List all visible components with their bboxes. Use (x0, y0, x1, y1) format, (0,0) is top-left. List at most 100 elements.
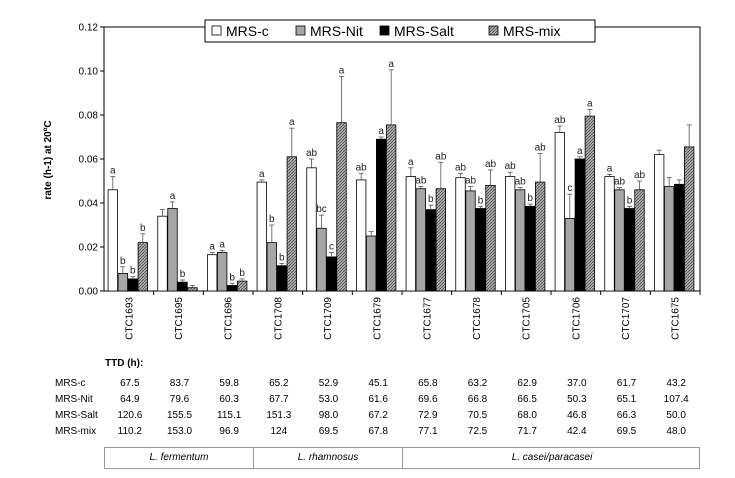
ttd-cell: 46.8 (567, 410, 587, 421)
legend-swatch-mrs-nit (295, 25, 306, 36)
significance-label: b (269, 214, 275, 225)
bar-mrs-mix-ctc1679 (386, 124, 397, 292)
y-tick-label: 0.06 (79, 155, 99, 166)
significance-label: c (567, 183, 572, 194)
significance-label: ab (455, 162, 467, 173)
y-tick-label: 0.12 (79, 23, 99, 34)
bar-mrs-salt-ctc1707 (624, 208, 635, 292)
bar-mrs-salt-ctc1709 (326, 256, 337, 292)
legend: MRS-c MRS-Nit MRS-Salt MRS-mix (204, 19, 596, 43)
significance-label: ab (535, 143, 547, 154)
significance-label: a (209, 242, 215, 253)
ttd-cell: 45.1 (368, 378, 388, 389)
significance-label: a (219, 239, 225, 250)
x-tick-label: CTC1706 (571, 297, 582, 340)
ttd-cell: 48.0 (666, 426, 686, 437)
significance-label: ab (485, 159, 497, 170)
ttd-cell: 60.3 (219, 394, 239, 405)
bar-mrs-mix-ctc1706 (584, 115, 595, 292)
ttd-cell: 120.6 (117, 410, 143, 421)
ttd-cell: 66.5 (517, 394, 537, 405)
ttd-row-label: MRS-mix (55, 426, 97, 437)
significance-label: a (110, 166, 116, 177)
x-tick-label: CTC1696 (224, 297, 235, 340)
significance-label: a (587, 99, 593, 110)
significance-label: b (527, 193, 533, 204)
species-group-label: L. rhamnosus (254, 448, 403, 468)
ttd-cell: 69.6 (418, 394, 438, 405)
species-groups: L. fermentum L. rhamnosus L. casei/paracas… (104, 447, 700, 469)
ttd-cell: 37.0 (567, 378, 587, 389)
y-tick-label: 0.02 (79, 243, 99, 254)
x-tick-label: CTC1678 (472, 297, 483, 340)
bar-mrs-salt-ctc1679 (376, 138, 387, 292)
ttd-cell: 50.3 (567, 394, 587, 405)
legend-box (204, 19, 596, 43)
ttd-title: TTD (h): (105, 358, 144, 369)
significance-label: a (289, 117, 295, 128)
ttd-cell: 96.9 (219, 426, 239, 437)
ttd-cell: 153.0 (166, 426, 193, 437)
significance-label: ab (306, 148, 318, 159)
ttd-cell: 66.8 (467, 394, 488, 405)
bar-mrs-nit-ctc1709 (316, 227, 327, 292)
x-tick-label: CTC1693 (124, 297, 135, 340)
bar-mrs-salt-ctc1675 (674, 183, 685, 292)
bar-mrs-c-ctc1696 (207, 254, 218, 292)
x-tick-label: CTC1709 (323, 297, 334, 340)
ttd-cell: 65.8 (418, 378, 438, 389)
ttd-cell: 61.7 (616, 378, 637, 389)
ttd-cell: 79.6 (169, 394, 190, 405)
x-tick-label: CTC1675 (671, 297, 682, 340)
bar-mrs-mix-ctc1675 (684, 146, 695, 292)
bar-mrs-mix-ctc1678 (485, 184, 496, 292)
bar-mrs-c-ctc1678 (455, 177, 466, 292)
bar-mrs-salt-ctc1706 (574, 158, 585, 292)
ttd-cell: 67.2 (368, 410, 388, 421)
legend-swatch-mrs-salt (379, 25, 390, 36)
significance-label: a (339, 66, 345, 77)
bar-mrs-mix-ctc1705 (535, 181, 546, 292)
legend-label-mrs-c: MRS-c (226, 23, 269, 39)
bar-mrs-salt-ctc1708 (276, 265, 287, 292)
ttd-cell: 77.1 (418, 426, 438, 437)
bar-mrs-salt-ctc1696 (227, 285, 238, 292)
significance-label: a (577, 146, 583, 157)
ttd-cell: 69.5 (318, 426, 339, 437)
ttd-cell: 98.0 (318, 410, 339, 421)
bar-mrs-salt-ctc1705 (525, 205, 536, 292)
x-tick-label: CTC1708 (273, 297, 284, 340)
ttd-cell: 52.9 (318, 378, 339, 389)
significance-label: b (180, 269, 186, 280)
chart-axes: 0.00 0.02 0.04 0.06 0.08 0.10 0.12 CTC1693 CTC16… (79, 23, 701, 340)
bar-mrs-mix-ctc1709 (336, 122, 347, 292)
bar-mrs-c-ctc1695 (157, 215, 168, 292)
significance-label: ab (554, 115, 566, 126)
significance-label: a (378, 126, 384, 137)
bar-mrs-salt-ctc1678 (475, 208, 486, 292)
ttd-cell: 67.7 (269, 394, 289, 405)
bar-mrs-mix-ctc1693 (137, 242, 148, 292)
ttd-cell: 71.7 (517, 426, 537, 437)
bar-mrs-nit-ctc1707 (614, 189, 625, 292)
bar-mrs-mix-ctc1695 (187, 287, 198, 292)
bar-chart: 0.00 0.02 0.04 0.06 0.08 0.10 0.12 CTC1693 CTC16… (43, 19, 701, 340)
significance-label: b (279, 253, 285, 264)
bar-mrs-mix-ctc1696 (237, 280, 248, 292)
ttd-cell: 50.0 (666, 410, 686, 421)
bar-mrs-salt-ctc1693 (127, 278, 138, 292)
ttd-cell: 61.6 (368, 394, 388, 405)
bar-mrs-c-ctc1677 (405, 176, 416, 292)
significance-label: a (388, 59, 394, 70)
ttd-row-label: MRS-c (55, 378, 86, 389)
bar-mrs-mix-ctc1707 (634, 189, 645, 292)
ttd-cell: 67.5 (120, 378, 140, 389)
x-tick-label: CTC1695 (174, 297, 185, 340)
bar-mrs-c-ctc1693 (107, 189, 118, 292)
ttd-cell: 63.2 (467, 378, 488, 389)
bar-mrs-c-ctc1708 (256, 181, 267, 292)
bar-mrs-mix-ctc1677 (435, 188, 446, 292)
ttd-cell: 83.7 (169, 378, 190, 389)
significance-label: ab (515, 177, 527, 188)
significance-label: b (120, 256, 126, 267)
